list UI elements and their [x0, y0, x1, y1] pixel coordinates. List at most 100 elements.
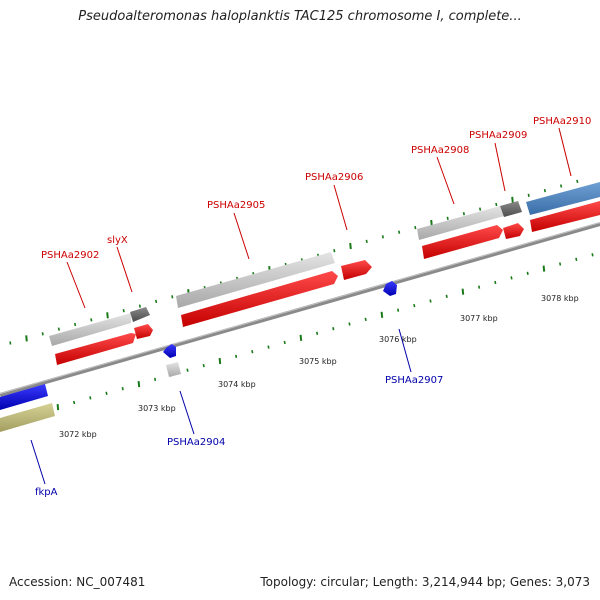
scale-tick — [510, 276, 513, 280]
scale-tick — [429, 299, 432, 303]
gene-label-psha2909[interactable]: PSHAa2909 — [469, 130, 527, 141]
gene-label-fkpa[interactable]: fkpA — [35, 487, 58, 498]
scale-tick — [380, 311, 384, 318]
scale-tick — [41, 332, 44, 336]
scale-tick — [445, 294, 448, 298]
cds-arrow-slyx[interactable] — [134, 324, 153, 339]
cds-arrow-psha2906[interactable] — [341, 260, 372, 280]
scale-tick — [365, 239, 368, 244]
scale-tick — [74, 322, 77, 327]
gene-bar-psha2902[interactable] — [49, 313, 131, 346]
genome-summary-text: Topology: circular; Length: 3,214,944 bp… — [260, 575, 590, 589]
scale-label-3074: 3074 kbp — [218, 380, 256, 389]
gene-bar-psha2904[interactable] — [166, 362, 181, 377]
cds-arrow-psha2902[interactable] — [55, 333, 136, 365]
scale-tick — [494, 280, 497, 285]
scale-tick — [414, 225, 417, 230]
cds-arrow-psha2909[interactable] — [503, 223, 524, 239]
scale-tick — [105, 391, 108, 395]
map-title: Pseudoalteromonas haloplanktis TAC125 ch… — [78, 9, 522, 24]
gene-label-psha2905[interactable]: PSHAa2905 — [207, 200, 265, 211]
scale-tick — [122, 309, 125, 313]
scale-tick — [526, 271, 529, 275]
scale-tick — [299, 334, 303, 341]
scale-tick — [155, 299, 158, 304]
scale-label-3075: 3075 kbp — [299, 357, 337, 366]
scale-tick — [25, 335, 28, 342]
gene-label-psha2906[interactable]: PSHAa2906 — [305, 172, 363, 183]
cds-arrow-psha2905[interactable] — [181, 271, 338, 327]
gene-label-psha2908[interactable]: PSHAa2908 — [411, 145, 469, 156]
scale-tick — [446, 216, 449, 220]
scale-tick — [398, 230, 401, 234]
scale-tick — [511, 196, 514, 203]
scale-tick — [461, 288, 465, 295]
scale-tick — [73, 400, 76, 405]
scale-tick — [251, 350, 254, 354]
label-leader-lines — [30, 127, 572, 485]
cds-arrow-psha2910[interactable] — [530, 201, 600, 232]
scale-tick — [9, 341, 12, 345]
scale-tick — [543, 188, 546, 193]
scale-tick — [591, 253, 594, 257]
gene-labels: PSHAa2902 slyX PSHAa2905 PSHAa2906 PSHAa… — [35, 116, 591, 498]
scale-label-3078: 3078 kbp — [541, 294, 579, 303]
scale-tick — [316, 331, 319, 335]
scale-tick — [348, 322, 351, 326]
scale-tick — [154, 377, 157, 382]
scale-tick — [89, 396, 92, 400]
scale-label-3073: 3073 kbp — [138, 404, 176, 413]
scale-tick — [57, 327, 60, 331]
gene-label-slyx[interactable]: slyX — [107, 235, 128, 246]
cds-arrow-psha2908[interactable] — [422, 225, 503, 259]
scale-tick — [479, 207, 482, 211]
scale-tick — [462, 212, 465, 216]
scale-labels: 3072 kbp 3073 kbp 3074 kbp 3075 kbp 3076… — [59, 294, 579, 439]
cds-arrow-psha2907[interactable] — [383, 281, 397, 296]
gene-label-psha2904[interactable]: PSHAa2904 — [167, 437, 225, 448]
scale-tick — [283, 340, 286, 345]
scale-tick — [202, 363, 205, 368]
cds-arrow-fkpa[interactable] — [0, 384, 48, 410]
gene-bar-psha2910[interactable] — [526, 182, 600, 215]
gene-bar-fkpa[interactable] — [0, 403, 55, 432]
gene-label-psha2910[interactable]: PSHAa2910 — [533, 116, 591, 127]
scale-tick — [90, 318, 93, 322]
scale-tick — [138, 304, 141, 308]
scale-tick — [333, 249, 336, 253]
gene-label-psha2907[interactable]: PSHAa2907 — [385, 375, 443, 386]
scale-tick — [559, 262, 562, 266]
scale-label-3076: 3076 kbp — [379, 335, 417, 344]
scale-tick — [349, 242, 352, 250]
scale-tick — [56, 404, 60, 411]
scale-tick — [332, 327, 335, 331]
scale-tick — [106, 312, 109, 319]
scale-tick — [397, 308, 400, 312]
scale-tick — [495, 202, 498, 207]
scale-label-3077: 3077 kbp — [460, 314, 498, 323]
scale-tick — [413, 303, 416, 308]
genome-backbone — [0, 222, 600, 397]
scale-tick — [267, 345, 270, 349]
scale-tick — [542, 265, 546, 272]
gene-bar-slyx[interactable] — [130, 307, 150, 322]
scale-label-3072: 3072 kbp — [59, 430, 97, 439]
scale-tick — [560, 184, 563, 188]
scale-tick — [186, 368, 189, 372]
scale-tick — [575, 257, 578, 262]
scale-tick — [171, 295, 174, 299]
scale-tick — [381, 235, 384, 239]
gene-label-psha2902[interactable]: PSHAa2902 — [41, 250, 99, 261]
gene-bar-psha2909[interactable] — [500, 201, 522, 217]
accession-text: Accession: NC_007481 — [9, 575, 146, 589]
scale-tick — [576, 179, 579, 184]
scale-ticks-upper — [9, 179, 579, 345]
gene-bar-psha2905[interactable] — [176, 252, 335, 308]
gene-bar-psha2908[interactable] — [417, 206, 504, 240]
cds-arrow-psha2904[interactable] — [163, 344, 176, 358]
scale-tick — [235, 354, 238, 359]
scale-tick — [364, 317, 367, 322]
scale-tick — [218, 357, 222, 365]
scale-tick — [478, 285, 481, 289]
